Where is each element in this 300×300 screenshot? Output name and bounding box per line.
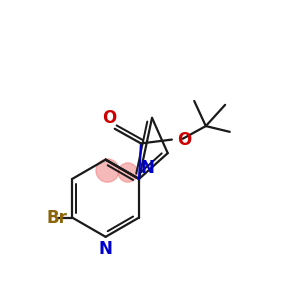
Text: N: N <box>141 159 155 177</box>
Text: N: N <box>99 240 112 258</box>
Text: Br: Br <box>47 208 68 226</box>
Circle shape <box>118 163 137 182</box>
Text: O: O <box>177 130 191 148</box>
Circle shape <box>96 159 119 182</box>
Text: O: O <box>103 109 117 127</box>
